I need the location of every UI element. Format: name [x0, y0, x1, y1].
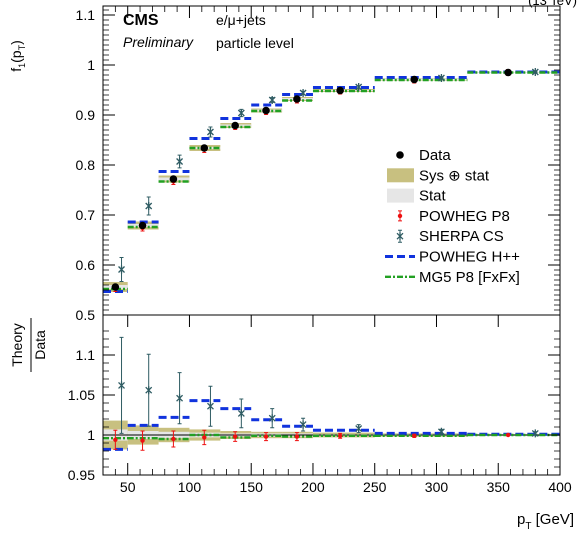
- ratio-ytick-label: 1: [87, 427, 95, 443]
- xtick-label: 50: [120, 479, 136, 495]
- xtick-label: 150: [240, 479, 264, 495]
- xtick-label: 400: [548, 479, 572, 495]
- xlabel: pT [GeV]: [517, 511, 574, 532]
- legend: Data Sys ⊕ stat Stat POWHEG P8 SHERPA CS POWH…: [385, 147, 520, 286]
- ratio-powheg-p8-point: [202, 435, 207, 440]
- xtick-label: 300: [425, 479, 449, 495]
- ratio-sherpa-point: [531, 429, 539, 438]
- top-data-point: [504, 68, 512, 77]
- top-ytick-label: 1.1: [76, 7, 96, 23]
- legend-data-label: Data: [419, 147, 451, 164]
- top-ytick-label: 0.6: [76, 257, 96, 273]
- top-sherpa-point: [531, 68, 539, 76]
- top-data-point: [293, 95, 301, 103]
- top-sherpa-point: [118, 265, 125, 274]
- xtick-label: 100: [178, 479, 202, 495]
- ratio-powheg-p8-point: [263, 434, 269, 439]
- ratio-ytick-label: 1.1: [76, 347, 96, 363]
- ratio-panel: 0.95 1 1.05 1.1 50 100 150 200 250 300 350 400: [68, 6, 572, 495]
- legend-band-sys-swatch: [387, 168, 414, 183]
- top-data-point: [111, 283, 120, 291]
- svg-text:Theory: Theory: [9, 323, 25, 367]
- top-sherpa-point: [268, 96, 276, 104]
- legend-band-stat-swatch: [387, 188, 414, 203]
- ratio-powheg-p8-point: [113, 437, 118, 442]
- ratio-powheg-p8-point: [337, 433, 343, 438]
- ratio-ytick-label: 1.05: [68, 387, 95, 403]
- svg-text:Data: Data: [32, 330, 48, 360]
- top-ylabel: f1(pT): [8, 40, 27, 72]
- top-data-point: [169, 175, 178, 183]
- top-points: [111, 68, 539, 292]
- top-data-point: [231, 121, 239, 130]
- top-data-point: [336, 86, 344, 95]
- ratio-points: [113, 336, 539, 451]
- ratio-sherpa-point: [437, 427, 445, 436]
- top-ytick-label: 1: [87, 57, 95, 73]
- top-ytick-label: 0.9: [76, 107, 96, 123]
- top-data-point: [200, 144, 209, 152]
- energy-label: (13 TeV): [528, 0, 577, 8]
- ratio-sherpa-point: [237, 409, 245, 418]
- top-ytick-label: 0.7: [76, 207, 96, 223]
- ratio-sherpa-point: [176, 394, 184, 403]
- ratio-sherpa-point: [355, 424, 363, 433]
- level-label: particle level: [216, 35, 294, 51]
- xtick-label: 200: [301, 479, 325, 495]
- top-ytick-label: 0.5: [76, 307, 96, 323]
- top-sherpa-point: [176, 157, 184, 166]
- top-data-point: [138, 221, 147, 230]
- legend-powheg-p8-label: POWHEG P8: [419, 208, 510, 225]
- top-sherpa-point: [206, 128, 214, 136]
- ratio-sherpa-point: [268, 414, 276, 423]
- ratio-powheg-p8-point: [232, 434, 238, 439]
- ratio-powheg-p8-point: [412, 433, 417, 438]
- top-data-point: [262, 106, 270, 115]
- top-stat-band: [374, 79, 468, 80]
- legend-powheg-hpp-label: POWHEG H++: [419, 249, 520, 266]
- ratio-powheg-p8-point: [171, 436, 176, 442]
- ratio-sherpa-point: [299, 420, 307, 429]
- ratio-ytick-label: 0.95: [68, 467, 95, 483]
- ratio-powheg-p8-point: [294, 434, 300, 439]
- channel-label: e/μ+jets: [216, 12, 266, 28]
- top-sherpa-point: [299, 89, 307, 97]
- top-sherpa-point: [437, 74, 445, 82]
- ratio-ylabel: Theory Data: [9, 318, 48, 372]
- ratio-sherpa-point: [145, 386, 153, 395]
- ratio-powheg-p8-point: [505, 432, 511, 438]
- top-sherpa-point: [237, 109, 245, 117]
- ratio-sherpa-point: [118, 381, 125, 390]
- legend-band-sys-label: Sys ⊕ stat: [419, 167, 490, 184]
- xtick-label: 250: [363, 479, 387, 495]
- top-stat-band: [467, 72, 560, 73]
- legend-sherpa-marker: [396, 232, 404, 241]
- experiment-label: CMS: [123, 12, 159, 29]
- ratio-powheg-p8-point: [140, 438, 145, 443]
- top-ytick-label: 0.8: [76, 157, 96, 173]
- legend-sherpa-label: SHERPA CS: [419, 228, 504, 245]
- top-sherpa-point: [145, 202, 153, 210]
- status-label: Preliminary: [123, 34, 194, 50]
- ratio-axes: 0.95 1 1.05 1.1 50 100 150 200 250 300 350 400: [68, 6, 572, 495]
- legend-mg5-label: MG5 P8 [FxFx]: [419, 269, 520, 286]
- ratio-frame: [102, 314, 561, 476]
- ratio-sherpa-point: [206, 402, 214, 411]
- legend-powheg-p8-marker: [397, 213, 403, 219]
- xtick-label: 350: [487, 479, 511, 495]
- top-data-point: [410, 75, 419, 84]
- legend-data-marker: [396, 151, 404, 159]
- top-sherpa-point: [355, 83, 363, 91]
- legend-band-stat-label: Stat: [419, 188, 447, 205]
